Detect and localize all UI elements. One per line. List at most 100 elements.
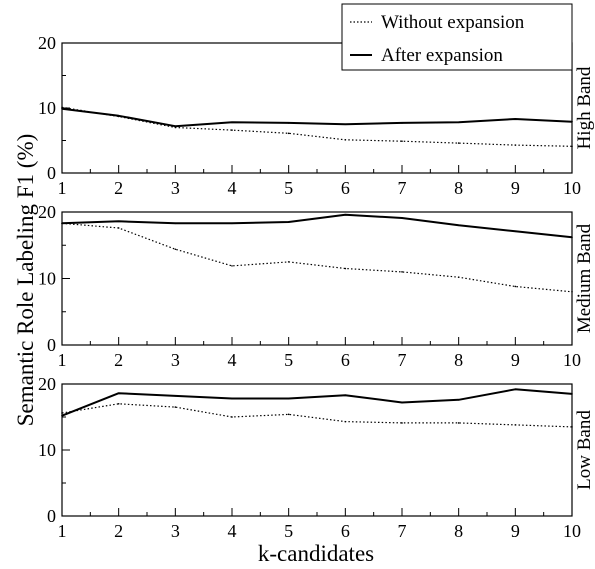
data-point-after-expansion [401,122,403,124]
y-tick-label: 20 [38,33,56,53]
data-point-without-expansion [457,276,460,278]
x-tick-label: 10 [563,350,581,370]
x-tick-label: 4 [228,178,237,198]
series-line-without-expansion [61,403,573,428]
plot-frame [61,211,573,346]
data-point-without-expansion [231,416,233,418]
data-point-without-expansion [401,271,403,273]
data-point-without-expansion [457,422,460,424]
data-point-after-expansion [117,115,120,117]
data-point-without-expansion [344,139,347,141]
x-tick-label: 7 [398,178,407,198]
data-point-without-expansion [457,142,460,144]
data-point-without-expansion [174,248,177,251]
data-point-after-expansion [61,107,63,110]
data-point-without-expansion [344,267,347,270]
x-tick-label: 9 [511,178,520,198]
plot-frame [61,383,573,517]
x-tick-label: 5 [284,178,293,198]
y-tick-label: 10 [38,440,56,460]
y-tick-label: 10 [38,269,56,289]
data-point-without-expansion [571,145,573,148]
data-point-after-expansion [61,222,63,225]
panel-medium-band: 0 10 20 1 2 3 4 5 6 7 8 9 10 Medium Band [38,202,595,370]
x-axis-label: k-candidates [258,541,374,566]
data-point-after-expansion [344,394,347,397]
x-tick-label: 9 [511,521,520,541]
data-point-after-expansion [514,118,517,120]
x-tick-label: 4 [228,521,237,541]
x-tick-label: 7 [398,350,407,370]
data-point-after-expansion [457,121,460,124]
data-point-without-expansion [514,144,517,146]
x-tick-label: 6 [341,521,350,541]
data-point-without-expansion [231,265,233,267]
data-point-after-expansion [231,397,233,400]
y-tick-label: 0 [47,335,56,355]
x-tick-label: 4 [228,350,237,370]
x-tick-label: 9 [511,350,520,370]
data-point-after-expansion [571,236,573,239]
data-point-after-expansion [117,392,120,395]
data-point-after-expansion [231,121,233,124]
data-point-after-expansion [401,217,403,219]
series-line-after-expansion [61,107,573,128]
data-point-after-expansion [571,120,573,123]
y-tick-label: 0 [47,163,56,183]
x-tick-label: 1 [58,521,67,541]
data-point-without-expansion [117,227,120,229]
x-tick-label: 3 [171,521,180,541]
data-point-after-expansion [457,399,460,401]
x-tick-label: 2 [114,350,123,370]
x-tick-label: 5 [284,521,293,541]
data-point-without-expansion [117,403,120,405]
data-point-without-expansion [401,422,403,424]
x-tick-label: 3 [171,178,180,198]
data-point-after-expansion [174,125,177,127]
series-line-after-expansion [61,388,573,417]
band-label-medium-band: Medium Band [574,223,595,333]
x-tick-label: 10 [563,521,581,541]
series-line-without-expansion [61,222,573,293]
band-label-high-band: High Band [574,66,595,149]
data-point-after-expansion [287,221,290,223]
data-point-without-expansion [571,426,573,428]
data-point-without-expansion [401,140,403,142]
data-point-without-expansion [287,261,290,263]
x-tick-label: 8 [454,521,463,541]
data-point-without-expansion [571,291,573,293]
x-tick-label: 8 [454,350,463,370]
data-point-without-expansion [287,132,290,135]
data-point-after-expansion [344,213,347,216]
data-point-after-expansion [514,388,517,391]
data-point-after-expansion [457,224,460,227]
x-tick-label: 2 [114,521,123,541]
x-tick-label: 3 [171,350,180,370]
y-tick-label: 20 [38,202,56,222]
x-tick-label: 1 [58,350,67,370]
data-point-after-expansion [344,123,347,126]
data-point-after-expansion [287,122,290,124]
x-tick-label: 5 [284,350,293,370]
data-point-after-expansion [514,230,517,233]
data-point-without-expansion [61,412,63,414]
data-point-without-expansion [231,129,233,131]
data-point-after-expansion [401,401,403,404]
data-point-after-expansion [174,395,177,397]
x-tick-label: 7 [398,521,407,541]
data-point-without-expansion [344,420,347,423]
x-tick-label: 10 [563,178,581,198]
x-tick-label: 6 [341,350,350,370]
legend-label-after-expansion: After expansion [381,45,503,66]
y-tick-label: 10 [38,98,56,118]
band-label-low-band: Low Band [574,410,595,490]
y-tick-label: 0 [47,506,56,526]
x-tick-label: 1 [58,178,67,198]
data-point-after-expansion [287,397,290,400]
series-line-after-expansion [61,213,573,239]
data-point-after-expansion [117,220,120,223]
data-point-after-expansion [231,222,233,225]
x-tick-label: 6 [341,178,350,198]
